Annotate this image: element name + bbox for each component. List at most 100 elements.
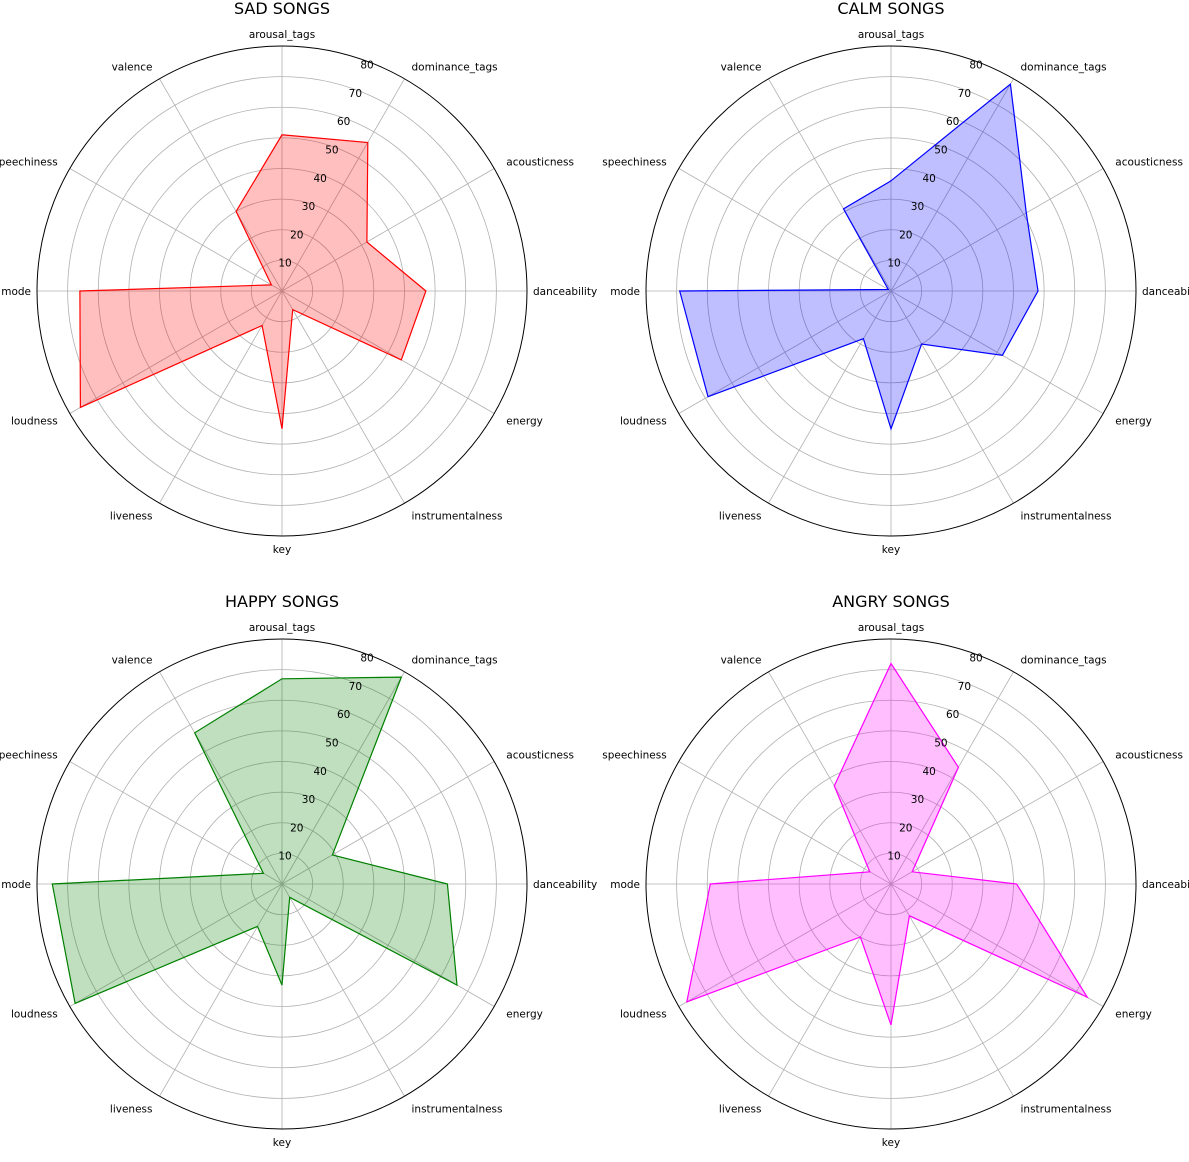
polar-frame <box>36 638 528 1130</box>
grid-spoke <box>890 883 1104 1007</box>
axis-label-acousticness: acousticness <box>1115 750 1183 762</box>
radial-tick-label: 30 <box>911 794 924 806</box>
axis-label-energy: energy <box>1115 1009 1152 1021</box>
grid-spoke <box>159 671 283 885</box>
grid-spoke <box>890 761 1104 885</box>
series-area <box>686 663 1088 1025</box>
radial-tick-label: 20 <box>290 822 303 834</box>
radar-chart: 10 20 30 40 50 60 70 80 danceability acousticness… <box>602 0 1189 556</box>
grid-spoke <box>281 290 495 414</box>
grid-spoke <box>281 761 495 885</box>
grid-spoke <box>768 883 892 1097</box>
radial-tick-label: 40 <box>314 173 327 185</box>
radial-tick-label: 40 <box>923 173 936 185</box>
radial-tick-label: 10 <box>278 258 291 270</box>
radial-tick-label: 40 <box>923 766 936 778</box>
grid-spoke <box>890 671 1014 885</box>
radial-tick-label: 80 <box>360 60 373 72</box>
axis-label-speechiness: speechiness <box>0 157 58 169</box>
grid-spoke <box>69 168 283 292</box>
axis-label-liveness: liveness <box>719 1103 762 1115</box>
axis-label-danceability: danceability <box>1142 286 1189 298</box>
grid-spoke <box>678 761 892 885</box>
radial-tick-label: 70 <box>349 681 362 693</box>
radial-tick-label: 60 <box>337 116 350 128</box>
radial-tick-label: 10 <box>278 851 291 863</box>
axis-label-instrumentalness: instrumentalness <box>412 1103 503 1115</box>
axis-label-speechiness: speechiness <box>602 750 666 762</box>
radial-tick-label: 80 <box>360 653 373 665</box>
axis-label-liveness: liveness <box>110 510 153 522</box>
radial-tick-label: 30 <box>302 794 315 806</box>
axis-label-key: key <box>273 1137 291 1149</box>
grid-spoke <box>890 883 1014 1097</box>
series-line <box>79 134 427 429</box>
grid-spoke <box>890 290 1014 504</box>
grid-spoke <box>768 290 892 504</box>
axis-label-energy: energy <box>1115 416 1152 428</box>
radar-chart: 10 20 30 40 50 60 70 80 danceability acousticness… <box>0 592 597 1149</box>
grid-spoke <box>281 290 405 504</box>
chart-title: HAPPY SONGS <box>225 592 339 611</box>
grid-spoke <box>69 883 283 1007</box>
radial-tick-label: 60 <box>337 709 350 721</box>
chart-title: SAD SONGS <box>234 0 330 18</box>
radial-tick-label: 70 <box>958 88 971 100</box>
axis-label-dominance-tags: dominance_tags <box>1021 655 1107 667</box>
axis-label-valence: valence <box>112 62 153 74</box>
radial-tick-label: 50 <box>934 738 947 750</box>
grid-spoke <box>281 671 405 885</box>
series-area <box>79 134 426 429</box>
radial-tick-label: 20 <box>899 229 912 241</box>
axis-label-arousal-tags: arousal_tags <box>249 622 315 634</box>
grid-spoke <box>281 883 405 1097</box>
axis-label-danceability: danceability <box>533 286 597 298</box>
grid-spoke <box>281 883 495 1007</box>
axis-label-speechiness: speechiness <box>602 157 666 169</box>
axis-label-liveness: liveness <box>719 510 762 522</box>
radial-tick-label: 50 <box>325 738 338 750</box>
axis-label-danceability: danceability <box>533 879 597 891</box>
axis-label-loudness: loudness <box>11 416 58 428</box>
grid-spoke <box>281 168 495 292</box>
radial-tick-label: 70 <box>349 88 362 100</box>
series-line <box>686 662 1089 1026</box>
radial-tick-label: 20 <box>899 822 912 834</box>
axis-label-acousticness: acousticness <box>1115 157 1183 169</box>
axis-label-key: key <box>882 544 900 556</box>
axis-label-loudness: loudness <box>11 1009 58 1021</box>
chart-title: CALM SONGS <box>837 0 944 18</box>
grid-spoke <box>890 78 1014 292</box>
radial-tick-label: 40 <box>314 766 327 778</box>
series-area <box>52 677 458 1004</box>
axis-label-instrumentalness: instrumentalness <box>412 510 503 522</box>
grid-spoke <box>890 168 1104 292</box>
axis-label-dominance-tags: dominance_tags <box>412 655 498 667</box>
axis-label-valence: valence <box>721 655 762 667</box>
grid-spoke <box>69 761 283 885</box>
axis-label-mode: mode <box>610 286 640 298</box>
radial-tick-label: 20 <box>290 229 303 241</box>
grid-spoke <box>678 883 892 1007</box>
radial-tick-label: 50 <box>934 145 947 157</box>
grid-spoke <box>69 290 283 414</box>
radial-tick-label: 70 <box>958 681 971 693</box>
axis-label-energy: energy <box>506 1009 543 1021</box>
axis-label-valence: valence <box>112 655 153 667</box>
axis-label-arousal-tags: arousal_tags <box>858 622 924 634</box>
polar-frame <box>36 45 528 537</box>
grid-spoke <box>678 168 892 292</box>
axis-label-mode: mode <box>610 879 640 891</box>
axis-label-acousticness: acousticness <box>506 750 574 762</box>
axis-label-energy: energy <box>506 416 543 428</box>
axis-label-arousal-tags: arousal_tags <box>858 29 924 41</box>
radial-tick-label: 50 <box>325 145 338 157</box>
axis-label-loudness: loudness <box>620 416 667 428</box>
axis-label-arousal-tags: arousal_tags <box>249 29 315 41</box>
radar-chart: 10 20 30 40 50 60 70 80 danceability acousticness… <box>602 592 1189 1149</box>
polar-frame <box>645 45 1137 537</box>
radial-tick-label: 80 <box>969 653 982 665</box>
axis-label-key: key <box>273 544 291 556</box>
